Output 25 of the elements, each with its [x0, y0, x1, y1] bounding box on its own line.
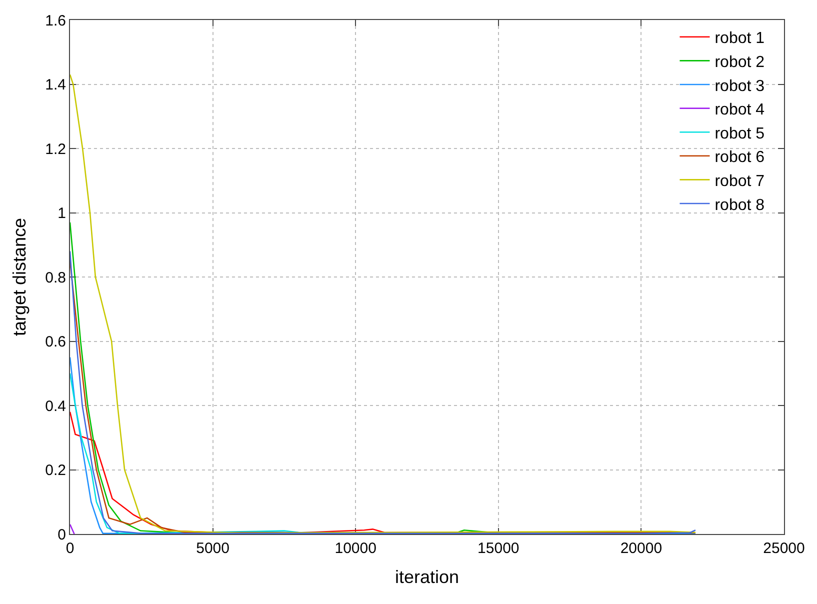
x-tick-label: 5000 — [196, 540, 230, 557]
y-axis-title: target distance — [9, 218, 30, 336]
x-tick-label: 15000 — [478, 540, 520, 557]
legend-label: robot 7 — [714, 172, 765, 190]
y-tick-label: 0.2 — [45, 462, 66, 479]
x-tick-label: 20000 — [620, 540, 662, 557]
line-series — [70, 74, 696, 534]
x-tick-label: 10000 — [334, 540, 376, 557]
y-tick-label: 0.6 — [45, 334, 66, 350]
legend-label: robot 3 — [714, 78, 765, 95]
legend-label: robot 8 — [714, 196, 765, 214]
x-axis-title: iteration — [394, 567, 460, 588]
legend-label: robot 6 — [714, 149, 765, 166]
y-tick-label: 1 — [58, 205, 66, 222]
legend-label: robot 1 — [714, 30, 765, 48]
y-tick-label: 1.2 — [45, 140, 66, 158]
y-tick-label: 1.4 — [45, 76, 66, 94]
legend-label: robot 2 — [714, 54, 765, 71]
legend-label: robot 4 — [714, 102, 765, 119]
x-tick-label: 25000 — [763, 540, 805, 557]
y-tick-label: 0.4 — [45, 398, 66, 415]
y-tick-label: 0.8 — [45, 269, 66, 286]
y-tick-label: 1.6 — [45, 12, 66, 30]
legend-label: robot 5 — [714, 125, 765, 142]
y-tick-label: 0 — [58, 526, 66, 544]
